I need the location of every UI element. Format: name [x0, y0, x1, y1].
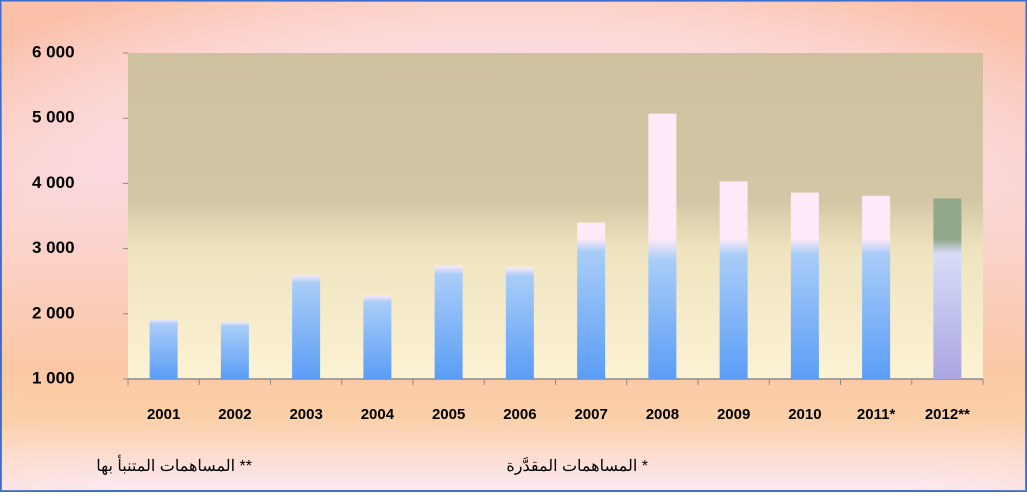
bar [220, 321, 249, 379]
x-tick-label: 2012** [925, 406, 970, 423]
x-tick-label: 2002 [218, 406, 251, 423]
x-tick-label: 2011* [857, 406, 896, 423]
x-tick-label: 2005 [432, 406, 465, 423]
bar [505, 266, 534, 379]
bar [790, 192, 819, 379]
x-tick-label: 2007 [574, 406, 607, 423]
y-tick-label: 5 000 [32, 108, 75, 127]
x-tick-label: 2003 [289, 406, 322, 423]
bar [862, 195, 891, 379]
bar [577, 222, 606, 379]
x-tick-label: 2001 [147, 406, 180, 423]
plot-area [128, 53, 983, 379]
x-tick-label: 2008 [646, 406, 679, 423]
x-tick-label: 2010 [788, 406, 821, 423]
x-tick-label: 2009 [717, 406, 750, 423]
y-tick-label: 6 000 [32, 42, 75, 61]
bar [292, 274, 321, 379]
x-tick-label: 2006 [503, 406, 536, 423]
y-tick-label: 1 000 [32, 368, 75, 387]
bar [719, 181, 748, 379]
y-tick-label: 2 000 [32, 303, 75, 322]
bar [149, 319, 178, 379]
x-tick-label: 2004 [361, 406, 395, 423]
bar [648, 113, 677, 380]
y-tick-label: 4 000 [32, 173, 75, 192]
bar [434, 265, 463, 379]
footnote: * المساهمات المقدَّرة [506, 456, 648, 475]
footnote: ** المساهمات المتنبأ بها [96, 454, 252, 475]
bar [933, 198, 962, 379]
y-tick-label: 3 000 [32, 238, 75, 257]
bar [363, 295, 392, 379]
